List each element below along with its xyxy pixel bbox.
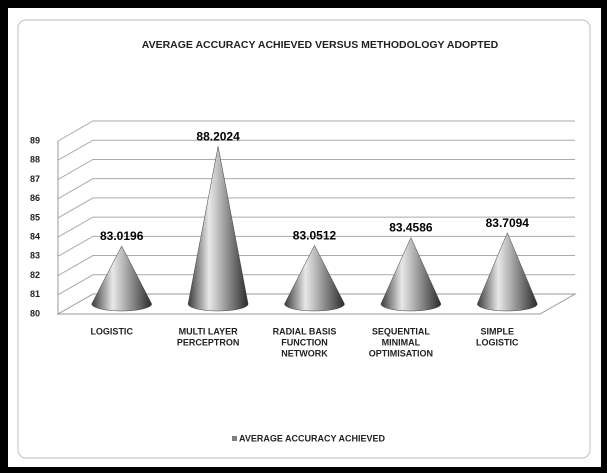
grid-line [57, 178, 575, 200]
cone [284, 244, 345, 312]
value-label: 83.0196 [100, 229, 144, 243]
x-tick-label: OPTIMISATION [369, 348, 433, 358]
value-label: 83.0512 [293, 229, 337, 243]
y-tick-label: 85 [30, 212, 40, 222]
grid-line [57, 235, 575, 257]
chart-area [17, 19, 591, 459]
x-tick-label: PERCEPTRON [177, 337, 240, 347]
y-tick-label: 81 [30, 289, 40, 299]
grid-line [57, 139, 575, 161]
cone [187, 146, 249, 312]
y-tick-label: 87 [30, 174, 40, 184]
x-tick-label: FUNCTION [281, 337, 328, 347]
y-tick-label: 84 [30, 231, 40, 241]
legend-marker [232, 436, 237, 441]
legend-label: AVERAGE ACCURACY ACHIEVED [239, 433, 386, 443]
grid-line [57, 197, 575, 219]
value-label: 83.4586 [389, 221, 433, 235]
y-tick-label: 82 [30, 270, 40, 280]
cone [380, 236, 442, 312]
x-tick-label: LOGISTIC [476, 337, 519, 347]
x-tick-label: MINIMAL [382, 337, 421, 347]
x-tick-label: RADIAL BASIS [273, 326, 337, 336]
y-tick-label: 83 [30, 251, 40, 261]
y-tick-label: 89 [30, 135, 40, 145]
x-tick-label: SEQUENTIAL [372, 326, 431, 336]
x-tick-label: SIMPLE [481, 326, 515, 336]
chart-title: AVERAGE ACCURACY ACHIEVED VERSUS METHODO… [142, 39, 499, 51]
y-tick-label: 86 [30, 193, 40, 203]
cone [91, 245, 152, 312]
grid-line [57, 216, 575, 238]
grid-line [57, 120, 575, 142]
x-tick-label: MULTI LAYER [179, 326, 239, 336]
value-label: 88.2024 [196, 130, 240, 144]
cone [477, 232, 538, 312]
value-label: 83.7094 [486, 216, 530, 230]
grid-line [57, 158, 575, 180]
y-tick-label: 88 [30, 155, 40, 165]
x-tick-label: LOGISTIC [90, 326, 133, 336]
y-tick-label: 80 [30, 308, 40, 318]
x-tick-label: NETWORK [281, 348, 328, 358]
